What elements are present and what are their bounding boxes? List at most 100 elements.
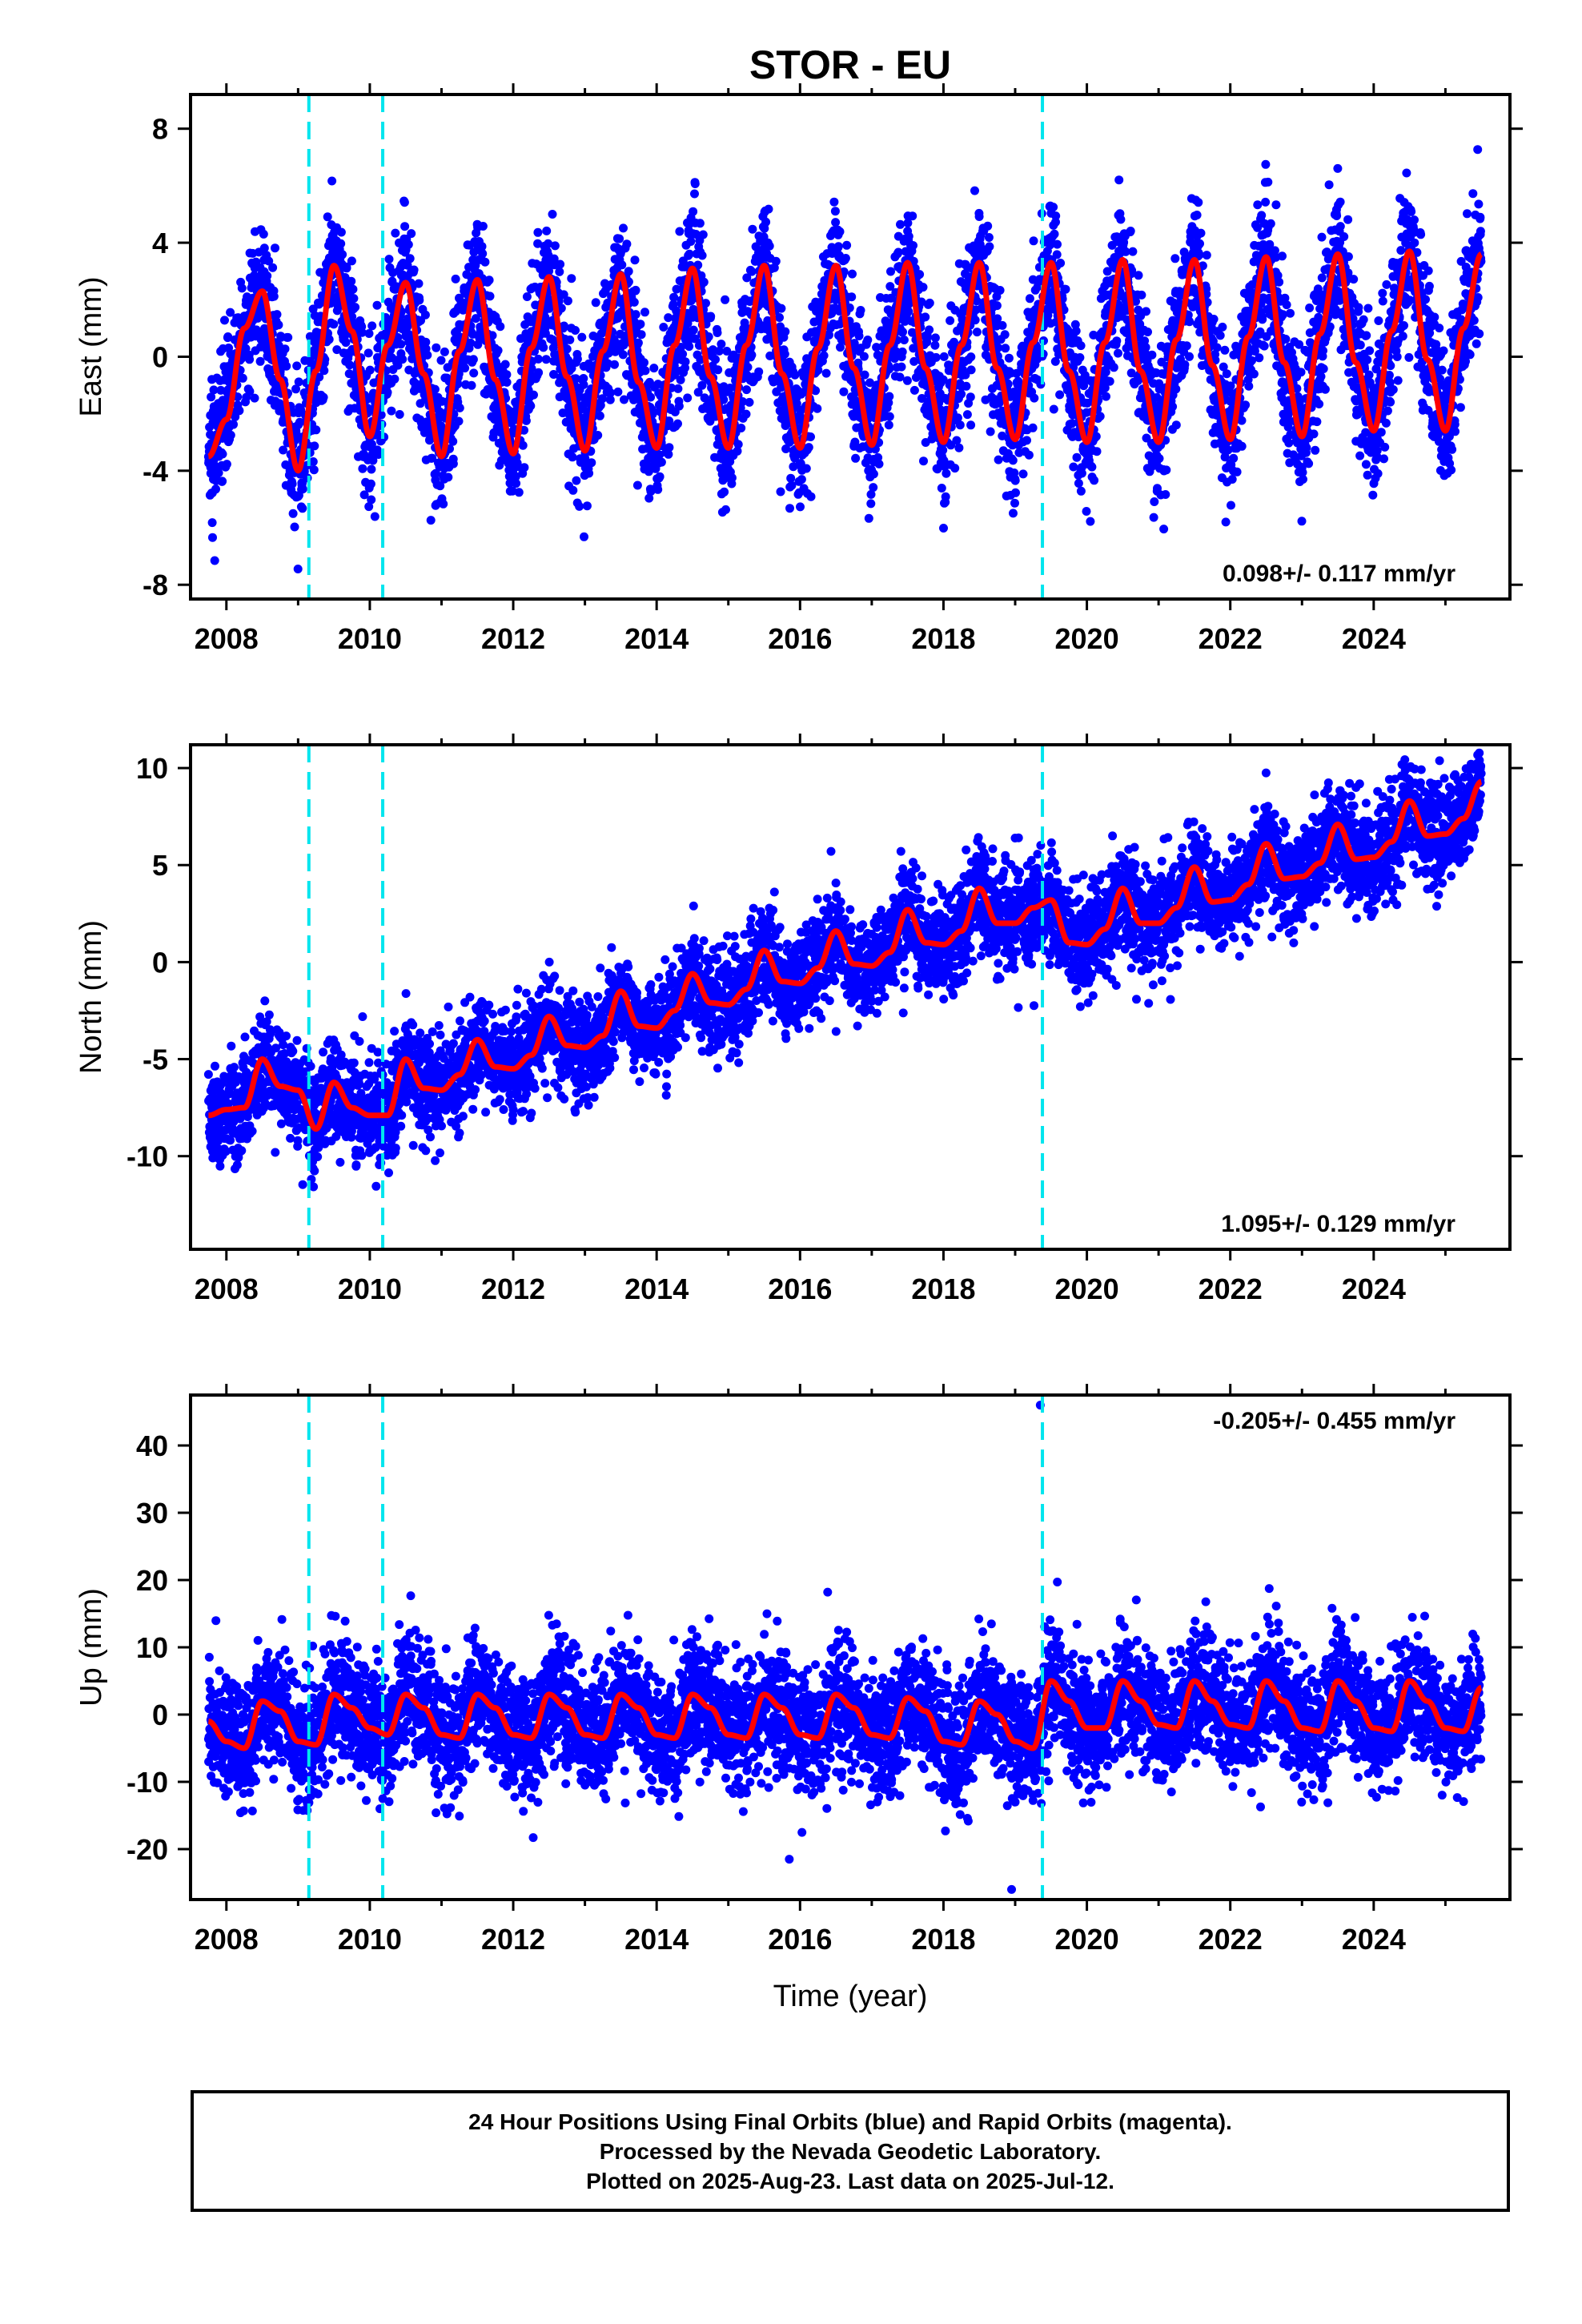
data-point xyxy=(1171,384,1181,394)
data-point xyxy=(572,354,582,364)
data-point xyxy=(690,189,699,199)
data-point xyxy=(886,267,895,276)
data-point xyxy=(332,345,342,355)
data-point xyxy=(500,360,510,369)
data-point xyxy=(390,374,400,384)
data-point xyxy=(324,335,334,344)
data-point xyxy=(595,411,604,420)
data-point xyxy=(426,516,436,525)
data-point xyxy=(209,385,219,395)
data-point xyxy=(856,306,865,315)
data-point xyxy=(1069,462,1078,472)
data-point xyxy=(580,532,588,541)
data-point xyxy=(939,524,948,533)
data-point xyxy=(364,502,374,512)
data-point xyxy=(364,329,374,338)
data-point xyxy=(629,297,639,307)
data-point xyxy=(469,368,479,378)
data-point xyxy=(226,308,235,317)
data-point xyxy=(383,388,392,397)
data-point xyxy=(409,265,419,275)
data-point xyxy=(511,472,520,481)
data-point xyxy=(930,333,940,343)
data-point xyxy=(955,420,965,430)
data-point xyxy=(806,432,815,441)
data-point xyxy=(414,279,424,288)
data-point xyxy=(992,301,1002,311)
data-point xyxy=(617,260,627,270)
data-point xyxy=(544,267,554,275)
data-point xyxy=(1049,203,1058,212)
data-point xyxy=(683,393,693,403)
data-point xyxy=(821,368,831,378)
data-point xyxy=(298,504,307,513)
data-point xyxy=(995,286,1005,295)
data-point xyxy=(885,412,894,421)
data-point xyxy=(338,250,347,259)
data-point xyxy=(897,362,906,372)
data-point xyxy=(431,468,440,478)
data-point xyxy=(864,513,873,523)
data-point xyxy=(587,458,596,468)
data-point xyxy=(407,229,416,239)
data-point xyxy=(697,251,707,260)
data-point xyxy=(1008,456,1018,465)
data-point xyxy=(1154,454,1164,463)
data-point xyxy=(404,239,413,249)
data-point xyxy=(851,453,861,463)
data-point xyxy=(514,488,524,497)
data-point xyxy=(575,501,584,511)
data-point xyxy=(633,338,643,348)
data-point xyxy=(473,340,483,349)
data-point xyxy=(923,332,933,342)
data-point xyxy=(294,377,303,387)
data-point xyxy=(1000,330,1010,340)
data-point xyxy=(367,440,376,449)
data-point xyxy=(319,392,328,402)
data-point xyxy=(1237,416,1247,425)
data-point xyxy=(460,364,470,373)
data-point xyxy=(618,350,628,360)
data-point xyxy=(430,384,440,394)
data-point xyxy=(962,381,971,391)
data-point xyxy=(748,224,757,234)
data-point xyxy=(468,355,478,364)
data-point xyxy=(813,404,822,413)
data-point xyxy=(950,464,960,473)
data-point xyxy=(854,332,864,340)
data-point xyxy=(1159,525,1169,534)
data-point xyxy=(745,397,754,407)
data-point xyxy=(348,284,358,294)
data-point xyxy=(1182,341,1191,351)
data-point xyxy=(1030,393,1039,403)
data-point xyxy=(885,392,894,401)
data-point xyxy=(582,501,592,511)
data-point xyxy=(1202,251,1211,260)
data-point xyxy=(640,366,650,376)
data-point xyxy=(1195,239,1204,248)
data-point xyxy=(938,445,948,455)
data-point xyxy=(533,354,543,364)
data-point xyxy=(835,227,845,236)
data-point xyxy=(357,328,367,337)
data-point xyxy=(363,348,373,358)
data-point xyxy=(713,365,723,375)
data-point xyxy=(272,310,282,320)
data-point xyxy=(937,484,946,493)
data-point xyxy=(1221,517,1231,527)
data-point xyxy=(747,350,757,360)
data-point xyxy=(367,464,376,474)
data-point xyxy=(1141,343,1150,352)
data-point xyxy=(293,565,303,573)
data-point xyxy=(440,347,449,356)
data-point xyxy=(737,424,746,432)
data-point xyxy=(327,176,337,186)
data-point xyxy=(393,332,403,342)
data-point xyxy=(801,464,811,473)
data-point xyxy=(942,468,951,478)
data-point xyxy=(713,328,722,337)
data-point xyxy=(747,267,757,276)
data-point xyxy=(1142,307,1150,316)
data-point xyxy=(368,456,378,465)
data-point xyxy=(565,335,575,344)
